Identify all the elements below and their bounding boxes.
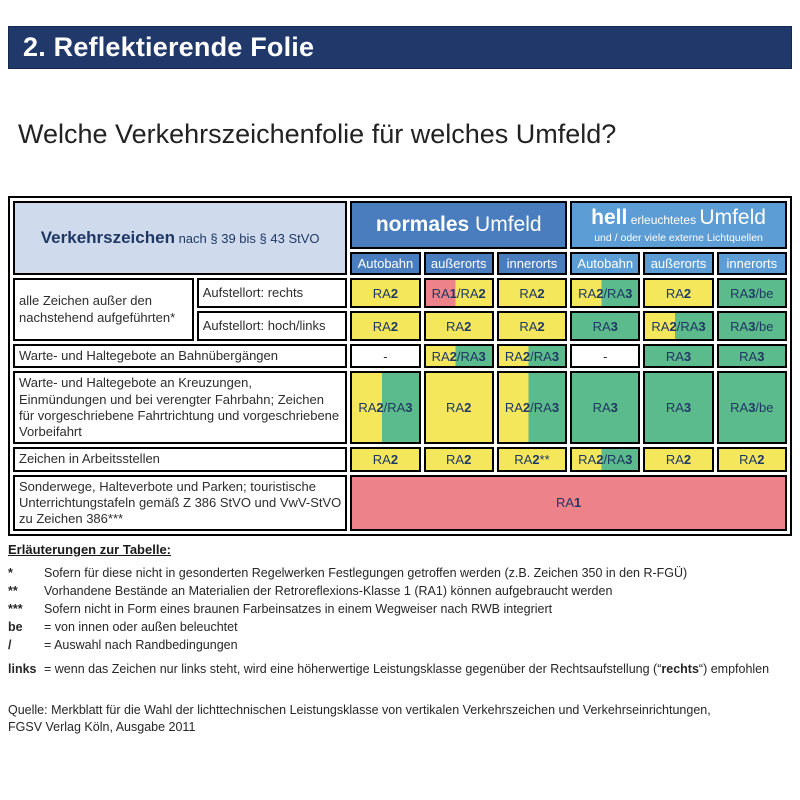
source-line-1: Quelle: Merkblatt für die Wahl der licht… [8,703,711,718]
table-footnotes: Erläuterungen zur Tabelle: * Sofern für … [8,542,792,678]
ra-cell: RA2/RA3 [570,278,641,308]
footnotes-title: Erläuterungen zur Tabelle: [8,542,172,558]
corner-suffix: nach § 39 bis § 43 StVO [174,231,320,246]
column-header-autobahn-hell: Autobahn [570,252,641,275]
footnote-marker: / [8,638,12,653]
footnote: ** Vorhandene Bestände an Materialien de… [8,582,792,600]
column-group-hell-umfeld: hell erleuchtetes Umfeld und / oder viel… [570,201,787,249]
ra-cell: RA2/RA3 [496,344,568,369]
footnote-text: Vorhandene Bestände an Materialien der R… [44,584,613,599]
row-label-arbeitsstellen: Zeichen in Arbeitsstellen [13,447,348,472]
ra-cell: RA3 [716,344,787,369]
ra-cell: RA2 [423,371,494,445]
ra-cell: RA2 [643,447,714,472]
table-row: Warte- und Haltegebote an Bahnübergängen… [13,344,787,369]
ra-cell: RA2/RA3 [643,311,714,341]
document-page: 2. Reflektierende Folie Welche Verkehrsz… [8,26,792,736]
ra-cell: RA2/RA3 [350,371,421,445]
ra-cell-ra1-span: RA1 [350,474,787,532]
footnote-marker: links [8,662,37,677]
ra-cell: RA2 [496,278,568,308]
ra-cell: RA2 [496,311,568,341]
ra-cell: RA3/be [716,311,787,341]
footnote: *** Sofern nicht in Form eines braunen F… [8,600,792,618]
section-title: 2. Reflektierende Folie [23,32,315,62]
footnote-text-pre: = wenn das Zeichen nur links steht, wird… [44,662,662,677]
group-hell-bold: hell [591,206,628,230]
group-hell-mid: erleuchtetes [627,213,700,228]
footnote-text: Sofern nicht in Form eines braunen Farbe… [44,602,553,617]
footnote: be = von innen oder außen beleuchtet [8,618,792,636]
ra-cell: RA3 [570,311,641,341]
footnote-text-post: “) empfohlen [698,662,770,677]
footnote-text-bold: rechts [661,662,699,677]
table-corner-header: Verkehrszeichen nach § 39 bis § 43 StVO [13,201,348,275]
footnote-marker: * [8,566,13,581]
section-title-bar: 2. Reflektierende Folie [8,26,792,69]
ra-cell: RA2 [350,311,421,341]
table-row: Zeichen in Arbeitsstellen RA2 RA2 RA2** … [13,447,787,472]
group-normal-bold: normales [375,212,470,236]
ra-cell: RA3 [570,371,641,445]
ra-cell: - [570,344,641,369]
footnote-text: = von innen oder außen beleuchtet [44,620,238,635]
footnote-marker: *** [8,602,23,617]
corner-title: Verkehrszeichen [40,228,175,247]
ra-cell: RA2 [350,447,421,472]
ra-cell: RA2/RA3 [423,344,494,369]
ra-cell: RA2/RA3 [496,371,568,445]
row-sublabel-hoch-links: Aufstellort: hoch/links [196,311,348,341]
ra-cell: RA3 [643,371,714,445]
column-header-ausserorts-hell: außerorts [643,252,714,275]
source-reference: Quelle: Merkblatt für die Wahl der licht… [8,702,792,736]
footnote: * Sofern für diese nicht in gesonderten … [8,564,792,582]
column-group-normales-umfeld: normales Umfeld [350,201,568,249]
ra-cell: RA2 [716,447,787,472]
ra-cell: RA2** [496,447,568,472]
row-sublabel-rechts: Aufstellort: rechts [196,278,348,308]
footnote: / = Auswahl nach Randbedingungen [8,636,792,654]
column-header-innerorts-hell: innerorts [716,252,787,275]
ra-cell: - [350,344,421,369]
ra-cell: RA2 [423,447,494,472]
ra-cell: RA3/be [716,278,787,308]
column-header-innerorts-normal: innerorts [496,252,568,275]
ra-cell: RA2 [643,278,714,308]
footnote-text: = wenn das Zeichen nur links steht, wird… [44,660,769,678]
footnote-links: links = wenn das Zeichen nur links steht… [8,660,792,678]
column-header-ausserorts-normal: außerorts [423,252,494,275]
group-hell-subtitle: und / oder viele externe Lichtquellen [594,231,763,244]
table-row: Warte- und Haltegebote an Kreuzungen, Ei… [13,371,787,445]
footnote-text: Sofern für diese nicht in gesonderten Re… [44,566,688,581]
row-label-kreuzungen: Warte- und Haltegebote an Kreuzungen, Ei… [13,371,348,445]
footnote-text: = Auswahl nach Randbedingungen [44,638,238,653]
ra-cell: RA3 [643,344,714,369]
group-hell-rest: Umfeld [699,206,766,230]
table-row: Sonderwege, Halteverbote und Parken; tou… [13,474,787,532]
column-header-autobahn-normal: Autobahn [350,252,421,275]
footnote-marker: be [8,620,23,635]
table-row: Aufstellort: hoch/links RA2 RA2 RA2 RA3 … [13,311,787,341]
footnote-marker: ** [8,584,18,599]
table-row: alle Zeichen außer den nachstehend aufge… [13,278,787,341]
ra-cell: RA2/RA3 [570,447,641,472]
source-line-2: FGSV Verlag Köln, Ausgabe 2011 [8,720,196,735]
ra-cell: RA2 [423,311,494,341]
row-label-bahnuebergaenge: Warte- und Haltegebote an Bahnübergängen [13,344,348,369]
foil-class-table: Verkehrszeichen nach § 39 bis § 43 StVO … [8,196,792,537]
ra-cell: RA2 [350,278,421,308]
ra-cell: RA1/RA2 [423,278,494,308]
row-label-alle-zeichen: alle Zeichen außer den nachstehend aufge… [13,278,194,341]
group-normal-rest: Umfeld [469,212,542,236]
page-headline: Welche Verkehrszeichenfolie für welches … [18,119,617,149]
row-label-sonderwege: Sonderwege, Halteverbote und Parken; tou… [13,474,348,532]
ra-cell: RA3/be [716,371,787,445]
